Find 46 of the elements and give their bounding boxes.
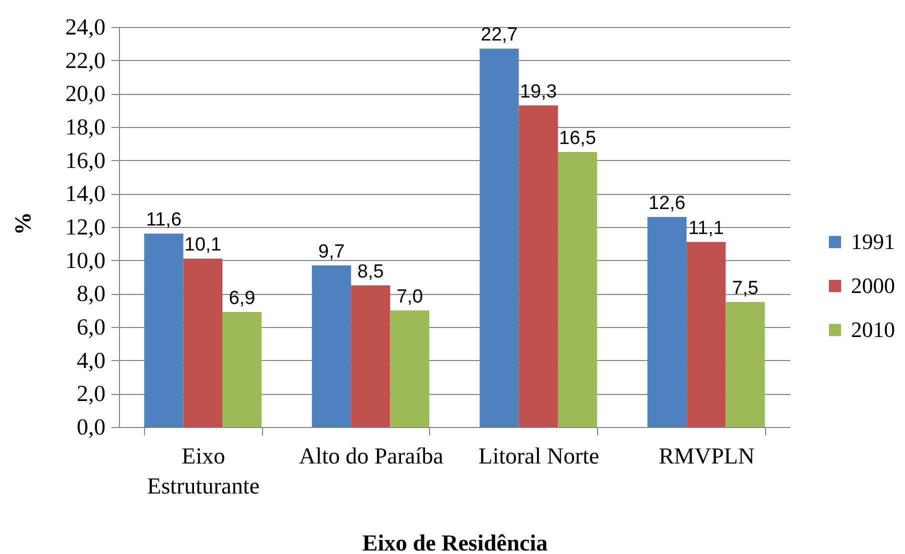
y-tick-label: 10,0: [65, 248, 106, 273]
bar: [558, 152, 598, 427]
data-label: 11,1: [688, 218, 724, 239]
bar: [183, 258, 222, 427]
bar: [647, 217, 687, 427]
data-label: 7,0: [396, 286, 423, 308]
x-axis-title: Eixo de Residência: [362, 530, 548, 554]
bar: [518, 105, 558, 427]
legend-label: 1991: [851, 229, 895, 254]
data-label: 8,5: [357, 261, 384, 282]
x-tick-label: Eixo Estruturante: [147, 444, 260, 498]
data-label: 12,6: [648, 193, 686, 214]
data-label: 10,1: [184, 234, 222, 256]
y-tick-label: 4,0: [76, 348, 106, 373]
bar: [144, 234, 184, 427]
y-tick-label: 2,0: [76, 381, 106, 406]
data-label: 11,6: [146, 210, 182, 231]
y-axis-title: %: [10, 212, 36, 235]
y-tick-label: 8,0: [76, 281, 106, 306]
data-label: 19,3: [520, 81, 557, 102]
data-label: 7,5: [732, 278, 758, 299]
data-label: 16,5: [559, 128, 596, 149]
legend-label: 2000: [851, 273, 895, 298]
bar: [726, 302, 765, 427]
y-tick-label: 24,0: [65, 14, 106, 40]
bar: [222, 312, 262, 427]
x-tick-label: RMVPLN: [658, 444, 755, 468]
legend-label: 2010: [851, 317, 895, 342]
x-tick-label: Litoral Norte: [478, 444, 600, 468]
data-label: 9,7: [318, 241, 345, 262]
bar: [390, 310, 430, 427]
y-tick-label: 20,0: [65, 81, 106, 106]
y-tick-label: 14,0: [65, 181, 106, 206]
y-tick-label: 0,0: [76, 414, 106, 440]
bar: [686, 242, 726, 427]
y-tick-label: 22,0: [65, 48, 106, 73]
x-tick-label: Alto do Paraíba: [298, 444, 444, 468]
bar: [480, 48, 519, 427]
y-tick-label: 18,0: [65, 114, 106, 140]
data-label: 6,9: [228, 288, 256, 309]
y-tick-label: 12,0: [65, 214, 106, 240]
y-tick-label: 6,0: [76, 314, 106, 340]
data-label: 22,7: [480, 24, 518, 46]
bar: [351, 285, 390, 427]
bar: [312, 265, 352, 427]
y-tick-label: 16,0: [65, 148, 106, 173]
